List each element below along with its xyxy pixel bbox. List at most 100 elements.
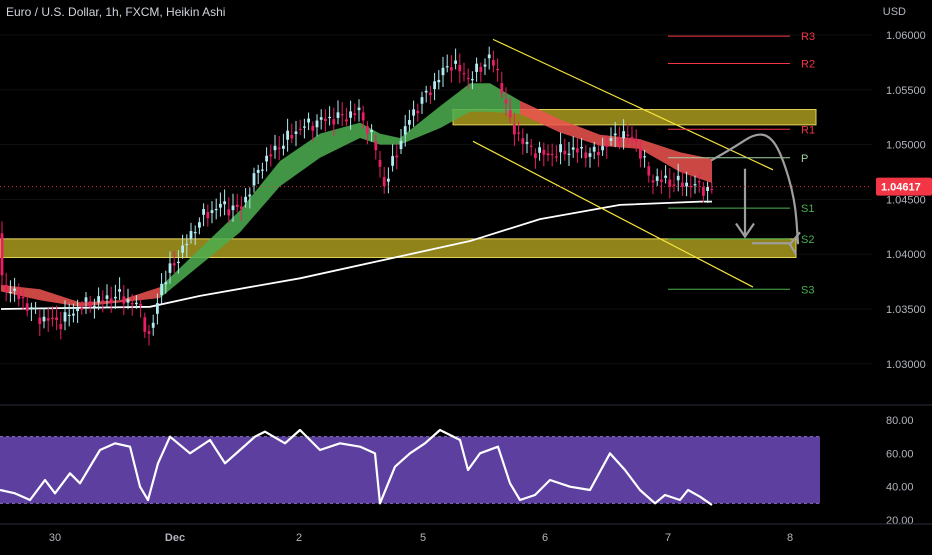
candle-body (206, 212, 210, 219)
candle-body (592, 146, 596, 152)
candle-body (63, 312, 67, 322)
trend-channel[interactable] (472, 38, 774, 288)
candle-body (622, 131, 625, 139)
candle-body (172, 263, 176, 266)
projection-curve[interactable] (710, 133, 800, 245)
candle-body (76, 308, 79, 312)
cloud-segment (160, 248, 200, 299)
candle-body (151, 322, 155, 328)
rsi-tick-label: 60.00 (886, 448, 914, 460)
candle-body (286, 130, 289, 140)
cloud-segment (240, 161, 280, 233)
candle-body (198, 222, 201, 228)
projection-arrowhead-2 (788, 231, 801, 255)
cloud-segment (200, 210, 240, 266)
cloud-segment (400, 106, 440, 145)
pivot-label-r1: R1 (801, 124, 815, 136)
candle-body (4, 284, 8, 292)
price-axis[interactable]: 1.06000 1.05500 1.05000 1.04500 1.04000 1.035… (886, 30, 926, 371)
candle-body (651, 180, 655, 183)
candle-body (361, 112, 365, 121)
time-axis[interactable]: 30 Dec 2 5 6 7 8 (0, 523, 932, 544)
candle-body (618, 138, 621, 143)
candle-body (328, 116, 331, 119)
candle-body (643, 156, 646, 158)
candle-body (685, 182, 688, 187)
candle-body (315, 120, 319, 128)
candle-body (135, 302, 138, 305)
cloud-segment (320, 122, 360, 158)
candle-body (496, 68, 499, 71)
candle-body (500, 83, 504, 94)
currency-label: USD (882, 6, 906, 18)
channel-line[interactable] (472, 140, 754, 288)
projection-drawing[interactable] (710, 133, 801, 255)
price-tag-text: 1.04617 (881, 182, 921, 194)
rsi-band (0, 436, 820, 504)
candle-body (139, 303, 142, 306)
price-tick-label: 1.06000 (886, 30, 926, 42)
candle-body (550, 153, 554, 156)
candle-body (17, 292, 21, 300)
candle-body (84, 297, 88, 302)
channel-line[interactable] (492, 38, 774, 171)
time-tick-label: 6 (542, 532, 548, 544)
candle-body (693, 184, 697, 186)
rsi-pane[interactable]: 80.00 60.00 40.00 20.00 (0, 415, 914, 527)
rsi-tick-label: 20.00 (886, 515, 914, 527)
candle-body (273, 145, 277, 151)
candle-body (13, 288, 16, 291)
candle-body (235, 204, 239, 208)
candle-body (202, 209, 205, 215)
sr-zone[interactable] (0, 238, 797, 258)
candle-body (710, 188, 714, 191)
candle-body (80, 307, 84, 310)
time-tick-label: 30 (49, 532, 61, 544)
symbol-title[interactable]: Euro / U.S. Dollar, 1h, FXCM, Heikin Ash… (6, 5, 226, 19)
candle-body (357, 107, 361, 111)
time-tick-label: Dec (165, 532, 185, 544)
candle-body (546, 153, 550, 156)
pivot-label-s3: S3 (801, 284, 814, 296)
candle-body (345, 119, 348, 122)
candle-body (639, 148, 642, 159)
candle-body (177, 261, 180, 263)
candle-body (366, 126, 369, 134)
candle-body (433, 81, 436, 90)
candle-body (378, 160, 382, 167)
rsi-line (0, 428, 713, 506)
candle-body (664, 175, 667, 178)
heikin-ashi-candles (0, 46, 714, 346)
candle-body (458, 64, 462, 72)
candle-body (290, 134, 294, 139)
candle-body (105, 295, 109, 299)
candle-body (240, 206, 243, 209)
candle-body (374, 141, 378, 151)
candle-body (336, 112, 340, 118)
candle-body (244, 196, 247, 203)
price-tick-label: 1.04500 (886, 194, 926, 206)
candle-body (462, 73, 466, 75)
candle-body (324, 118, 327, 122)
candle-body (248, 194, 252, 197)
candle-body (521, 138, 525, 144)
candle-body (160, 283, 163, 296)
moving-average-line (0, 200, 712, 310)
candle-body (0, 233, 4, 276)
time-tick-label: 8 (787, 532, 793, 544)
candle-body (479, 66, 483, 72)
candle-body (597, 151, 600, 156)
candle-body (118, 289, 121, 292)
candle-body (517, 132, 520, 134)
candle-body (576, 148, 579, 153)
candle-body (567, 153, 571, 155)
last-price-tag: 1.04617 (876, 177, 932, 196)
candle-body (193, 232, 197, 234)
candle-body (676, 175, 680, 181)
projection-arrowhead[interactable] (735, 222, 755, 239)
pivot-label-r3: R3 (801, 31, 815, 43)
price-tick-label: 1.03500 (886, 304, 926, 316)
candle-body (668, 179, 672, 187)
